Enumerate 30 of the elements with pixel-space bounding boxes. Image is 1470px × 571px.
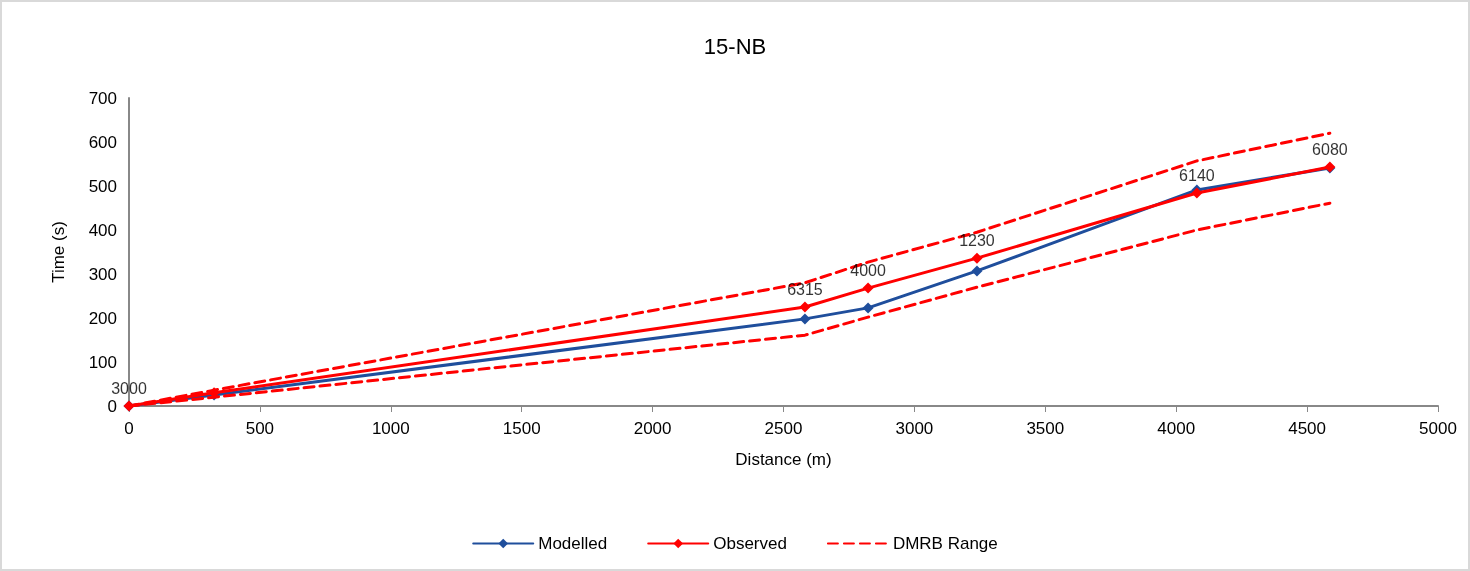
y-tick-label: 200 — [88, 308, 117, 328]
x-tick-label: 3500 — [1026, 419, 1065, 438]
x-tick-label: 4500 — [1288, 419, 1327, 438]
x-tick-label: 1500 — [502, 419, 541, 438]
annotation: 6140 — [1179, 166, 1215, 184]
legend-label: Modelled — [538, 534, 608, 553]
x-tick-label: 0 — [124, 419, 134, 438]
y-tick-label: 700 — [88, 88, 117, 108]
annotation: 6080 — [1312, 140, 1348, 158]
annotation: 1230 — [959, 231, 995, 249]
x-tick-label: 1000 — [371, 419, 410, 438]
y-tick-label: 400 — [88, 220, 117, 240]
y-tick-label: 500 — [88, 176, 117, 196]
x-tick-label: 500 — [245, 419, 275, 438]
legend-label: DMRB Range — [892, 534, 998, 553]
y-tick-label: 300 — [88, 264, 117, 284]
y-tick-label: 600 — [88, 132, 117, 152]
legend-label: Observed — [713, 534, 787, 553]
y-tick-label: 100 — [88, 352, 117, 372]
y-tick-label: 0 — [107, 396, 117, 416]
x-tick-label: 2000 — [633, 419, 672, 438]
y-axis-title: Time (s) — [49, 221, 68, 283]
chart-title: 15-NB — [703, 33, 767, 59]
annotation: 4000 — [850, 261, 886, 279]
x-tick-label: 4000 — [1157, 419, 1196, 438]
x-axis-title: Distance (m) — [735, 450, 832, 469]
annotation: 6315 — [787, 280, 823, 298]
x-tick-label: 5000 — [1419, 419, 1457, 438]
x-tick-label: 2500 — [764, 419, 803, 438]
x-tick-label: 3000 — [895, 419, 934, 438]
